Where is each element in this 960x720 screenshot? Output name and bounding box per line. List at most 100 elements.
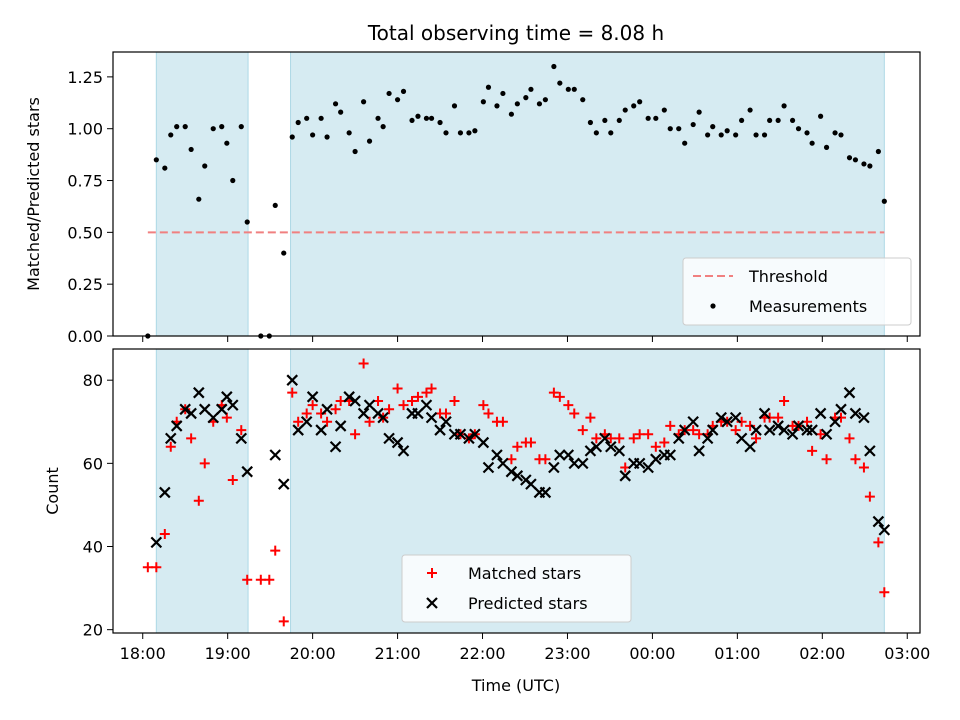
measurement-point <box>485 84 492 90</box>
legend: Matched stars Predicted stars <box>401 554 632 623</box>
predicted-point <box>221 391 233 403</box>
legend-box <box>682 257 912 326</box>
x-tick-label: 01:00 <box>714 644 760 663</box>
predicted-point <box>864 445 876 457</box>
measurement-point <box>587 119 594 126</box>
predicted-point <box>806 424 818 436</box>
predicted-point <box>763 424 776 436</box>
y-axis-label: Matched/Predicted stars <box>24 97 43 291</box>
matched-point <box>643 429 654 440</box>
predicted-point <box>425 411 438 424</box>
predicted-point <box>383 432 395 445</box>
measurement-point <box>304 115 310 121</box>
measurement-point <box>846 155 853 161</box>
measurement-point <box>676 126 682 132</box>
x-tick-label: 02:00 <box>799 644 845 663</box>
predicted-point <box>277 478 290 490</box>
measurement-point <box>188 146 194 153</box>
measurement-point <box>457 130 464 136</box>
measurement-point <box>168 132 174 138</box>
predicted-point <box>377 411 389 424</box>
matched-point <box>186 433 197 444</box>
series-predicted-stars <box>150 374 891 549</box>
predicted-point <box>343 391 355 403</box>
matched-point <box>879 587 890 598</box>
measurement-point <box>174 124 180 130</box>
measurement-point <box>861 161 867 167</box>
predicted-point <box>286 374 299 386</box>
matched-point <box>554 391 565 402</box>
measurement-point <box>608 130 614 136</box>
matched-point <box>497 416 508 427</box>
y-tick-label: 0.00 <box>67 327 103 346</box>
measurement-point <box>480 99 486 105</box>
measurement-point <box>557 80 563 86</box>
measurement-point <box>653 115 659 121</box>
predicted-point <box>397 445 410 457</box>
measurement-point <box>153 157 159 163</box>
y-tick-label: 1.00 <box>67 120 103 139</box>
measurement-point <box>423 115 430 121</box>
measurement-point <box>781 103 787 109</box>
measurement-point <box>645 115 651 121</box>
predicted-point <box>562 449 575 461</box>
measurement-point <box>775 117 781 124</box>
matched-point <box>412 391 423 402</box>
measurement-point <box>508 111 515 117</box>
matched-point <box>821 454 832 465</box>
measurement-point <box>289 134 295 140</box>
predicted-point <box>605 440 617 453</box>
measurement-point <box>523 95 529 101</box>
matched-point <box>569 408 580 419</box>
predicted-point <box>454 428 467 441</box>
matched-point <box>358 358 369 369</box>
measurement-point <box>528 86 534 92</box>
predicted-point <box>497 457 509 470</box>
predicted-point <box>491 449 503 461</box>
chart-title: Total observing time = 8.08 h <box>367 21 664 45</box>
measurement-point <box>631 103 637 109</box>
matched-point <box>605 433 616 444</box>
y-tick-label: 20 <box>83 621 103 640</box>
predicted-point <box>548 461 560 474</box>
matched-point <box>159 529 170 540</box>
predicted-point <box>482 461 495 474</box>
axes-frame <box>112 51 921 337</box>
legend-label: Measurements <box>749 297 867 316</box>
matched-point <box>407 395 418 406</box>
predicted-point <box>878 524 891 536</box>
predicted-point <box>849 407 862 420</box>
measurement-point <box>809 140 815 146</box>
measurement-point <box>346 130 352 136</box>
predicted-point <box>693 445 705 457</box>
predicted-point <box>786 428 799 441</box>
predicted-point <box>357 407 370 420</box>
measurement-point <box>818 113 824 119</box>
measurement-point <box>466 130 472 136</box>
predicted-point <box>198 403 211 416</box>
predicted-point <box>179 403 191 416</box>
predicted-point <box>633 457 646 470</box>
matched-point <box>350 429 361 440</box>
legend-label: Matched stars <box>468 564 581 583</box>
predicted-point <box>758 407 771 420</box>
predicted-point <box>613 445 626 457</box>
measurement-point <box>881 198 887 204</box>
measurement-point <box>437 119 443 126</box>
matched-point <box>242 574 253 585</box>
matched-point <box>449 395 460 406</box>
predicted-point <box>193 386 205 399</box>
measurement-point <box>690 121 696 128</box>
measurement-point <box>244 219 250 225</box>
predicted-point <box>241 465 253 478</box>
measurement-point <box>580 97 586 103</box>
predicted-point <box>829 415 841 428</box>
predicted-point <box>226 399 239 411</box>
measurement-point <box>710 124 716 130</box>
measurement-point <box>428 115 435 121</box>
predicted-point <box>687 415 699 428</box>
predicted-point <box>306 391 319 403</box>
matched-point <box>585 412 596 423</box>
measurement-point <box>875 148 881 155</box>
predicted-point <box>349 395 361 407</box>
